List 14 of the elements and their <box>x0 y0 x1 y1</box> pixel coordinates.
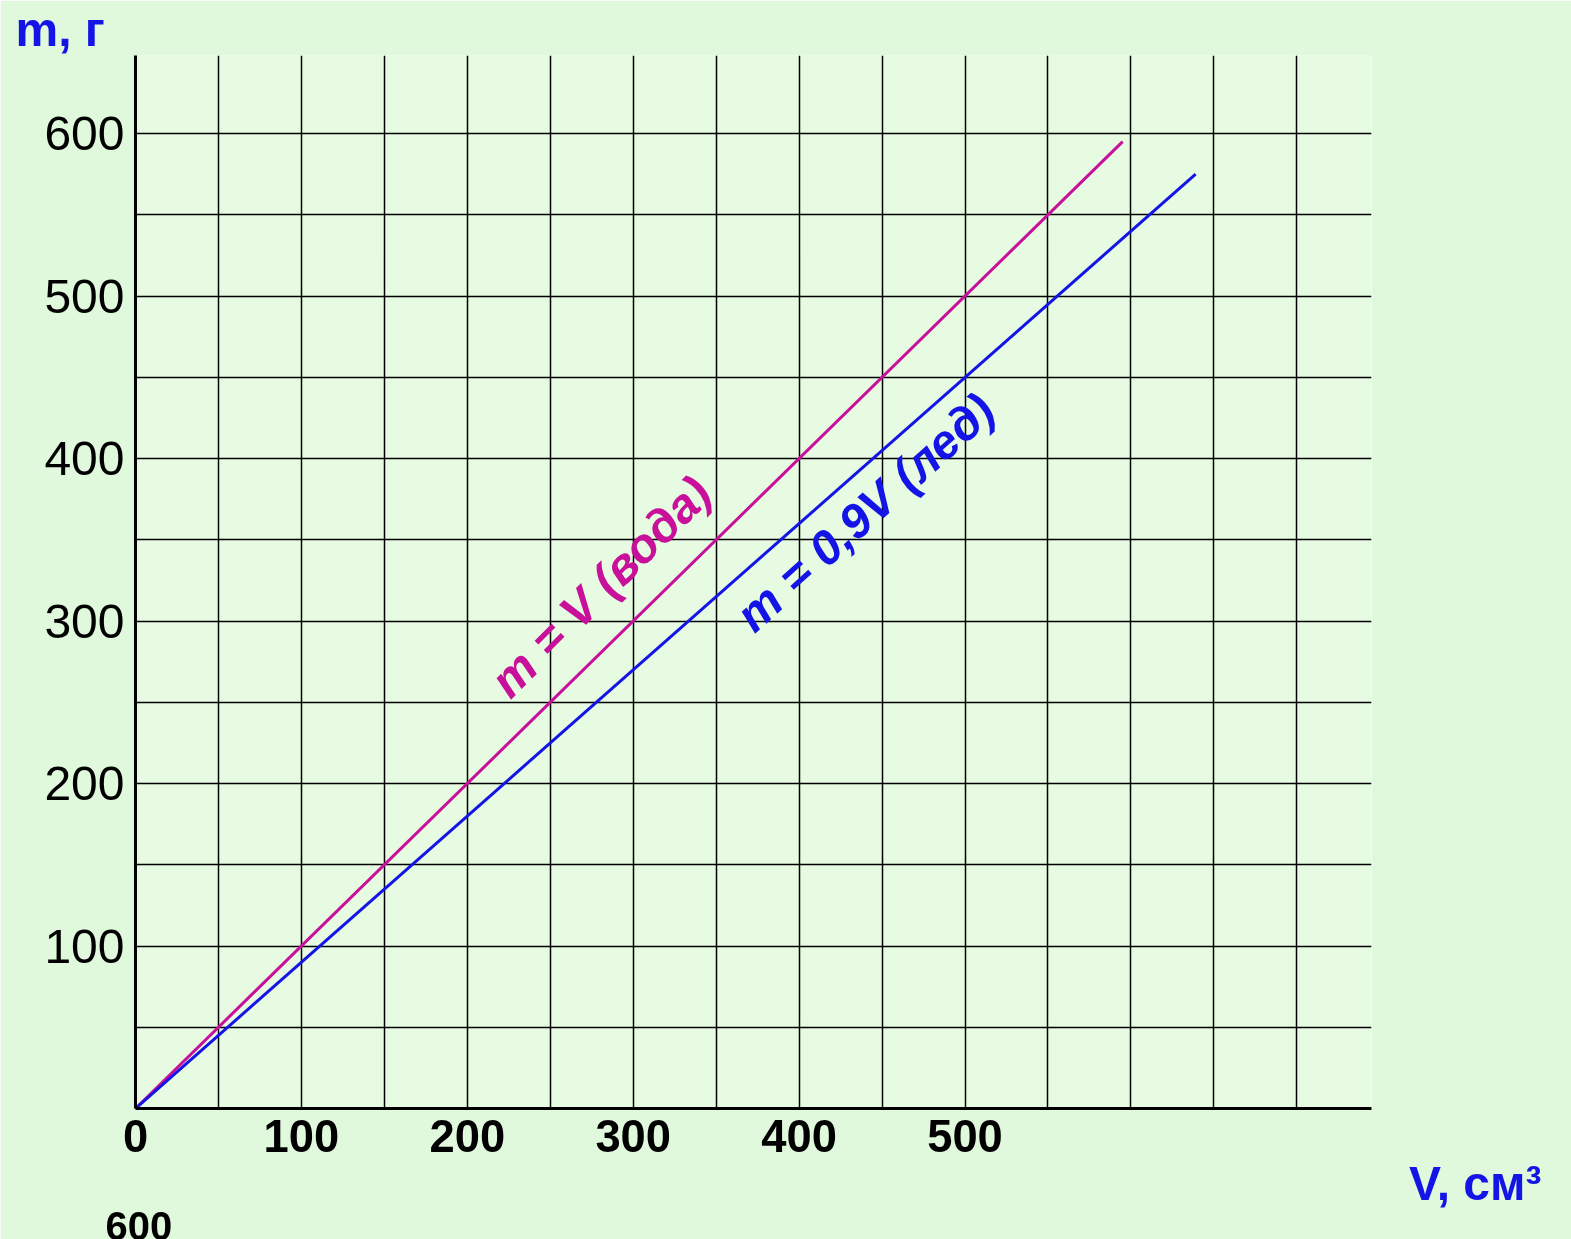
y-tick-label: 200 <box>44 757 125 810</box>
y-tick-label: 300 <box>44 594 125 648</box>
y-tick-label: 100 <box>44 919 125 973</box>
x-tick-label: 400 <box>761 1110 837 1162</box>
y-tick-label: 400 <box>44 432 125 485</box>
x-tick-label: 500 <box>927 1110 1003 1162</box>
y-axis-title: m, г <box>15 2 105 56</box>
y-tick-label: 600 <box>44 107 125 160</box>
x-tick-label: 200 <box>429 1110 506 1162</box>
x-tick-label: 0 <box>122 1110 149 1162</box>
x-tick-label: 100 <box>263 1110 340 1162</box>
x-axis-title: V, см³ <box>1409 1156 1542 1210</box>
x-tick-label: 300 <box>595 1110 672 1162</box>
y-tick-label: 500 <box>44 269 125 323</box>
